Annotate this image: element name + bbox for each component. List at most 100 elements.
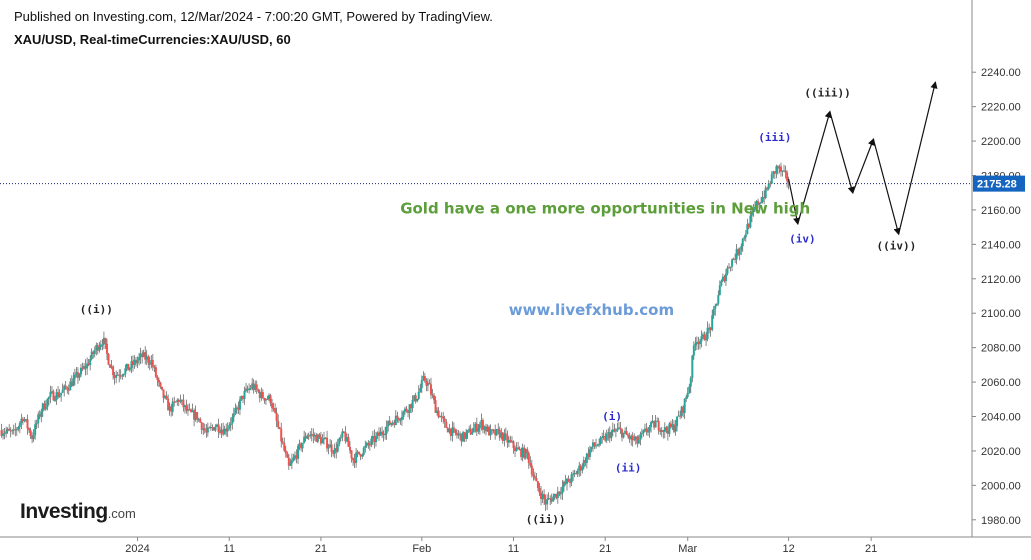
candle-body <box>753 207 756 209</box>
candle-body <box>217 424 220 432</box>
candle-body <box>226 428 229 432</box>
candle-body <box>156 376 159 381</box>
candle-body <box>576 470 579 475</box>
candle-body <box>570 474 573 483</box>
candle-body <box>83 365 86 369</box>
candle-body <box>58 395 61 398</box>
candle-body <box>138 357 141 361</box>
candle-body <box>212 427 215 431</box>
y-tick-label: 2000.00 <box>981 480 1021 492</box>
candle-body <box>118 374 121 376</box>
candle-body <box>472 428 475 433</box>
candle-body <box>26 419 29 429</box>
candle-body <box>746 224 749 235</box>
candle-body <box>520 449 523 458</box>
candle-body <box>702 334 705 337</box>
candle-body <box>388 420 391 425</box>
candle-body <box>518 449 521 451</box>
candle-body <box>428 382 431 385</box>
candle-body <box>75 372 78 375</box>
logo-suffix: .com <box>107 506 136 521</box>
candle-body <box>301 443 304 449</box>
candle-body <box>743 237 746 239</box>
candle-body <box>706 327 709 339</box>
candle-body <box>660 430 663 432</box>
candle-body <box>394 415 397 425</box>
candle-body <box>559 493 562 495</box>
candle-body <box>228 425 231 429</box>
candle-body <box>44 407 47 410</box>
candle-body <box>504 433 507 436</box>
candle-body <box>141 353 144 357</box>
candle-body <box>324 437 327 439</box>
candle-body <box>11 430 14 432</box>
candle-body <box>410 404 413 409</box>
candle-body <box>60 392 63 396</box>
candle-body <box>611 429 614 433</box>
candle-body <box>665 427 668 431</box>
candle-body <box>32 435 35 439</box>
candle-body <box>715 303 718 306</box>
candle-body <box>691 355 694 378</box>
candle-body <box>102 337 105 345</box>
candle-body <box>179 400 182 402</box>
candle-body <box>509 439 512 442</box>
candle-body <box>413 395 416 400</box>
candle-body <box>769 183 772 185</box>
projection-segment <box>898 81 938 235</box>
candle-body <box>17 426 20 430</box>
candle-body <box>431 394 434 396</box>
candle-body <box>481 420 484 430</box>
candle-body <box>714 305 717 309</box>
candle-body <box>70 381 73 387</box>
candle-body <box>72 378 75 387</box>
candle-body <box>540 492 543 499</box>
y-tick-label: 2140.00 <box>981 239 1021 251</box>
candle-body <box>193 410 196 420</box>
candle-body <box>206 427 209 433</box>
candle-body <box>698 341 701 345</box>
candle-body <box>500 432 503 438</box>
candle-body <box>341 431 344 438</box>
candle-body <box>469 428 472 435</box>
candle-body <box>454 429 457 434</box>
candle-body <box>20 418 23 423</box>
candle-body <box>105 343 108 354</box>
candle-body <box>329 444 332 448</box>
candle-body <box>127 363 130 371</box>
candle-body <box>205 430 208 433</box>
candle-body <box>104 337 107 344</box>
candle-body <box>249 388 252 390</box>
x-tick-label: 2024 <box>125 543 149 555</box>
candle-body <box>650 422 653 428</box>
candle-body <box>378 432 381 436</box>
candle-body <box>290 460 293 464</box>
candle-body <box>142 352 145 357</box>
candle-body <box>139 353 142 358</box>
candle-body <box>617 427 620 429</box>
candle-body <box>64 385 67 388</box>
candle-body <box>219 431 222 433</box>
candle-body <box>627 435 630 437</box>
candle-body <box>533 476 536 479</box>
candle-body <box>225 428 228 432</box>
candle-body <box>674 426 677 432</box>
candle-body <box>78 374 81 378</box>
candle-body <box>306 435 309 439</box>
candle-body <box>585 453 588 463</box>
candle-body <box>770 174 773 184</box>
candle-body <box>6 428 9 432</box>
candle-body <box>216 424 219 427</box>
candle-body <box>153 366 156 368</box>
candle-body <box>561 486 564 494</box>
candle-body <box>55 392 58 401</box>
candle-body <box>512 441 515 448</box>
candle-body <box>429 384 432 395</box>
candle-body <box>433 395 436 401</box>
candle-body <box>755 201 758 208</box>
candle-body <box>223 428 226 435</box>
candle-body <box>645 428 648 432</box>
investing-logo: Investing.com <box>20 500 136 524</box>
